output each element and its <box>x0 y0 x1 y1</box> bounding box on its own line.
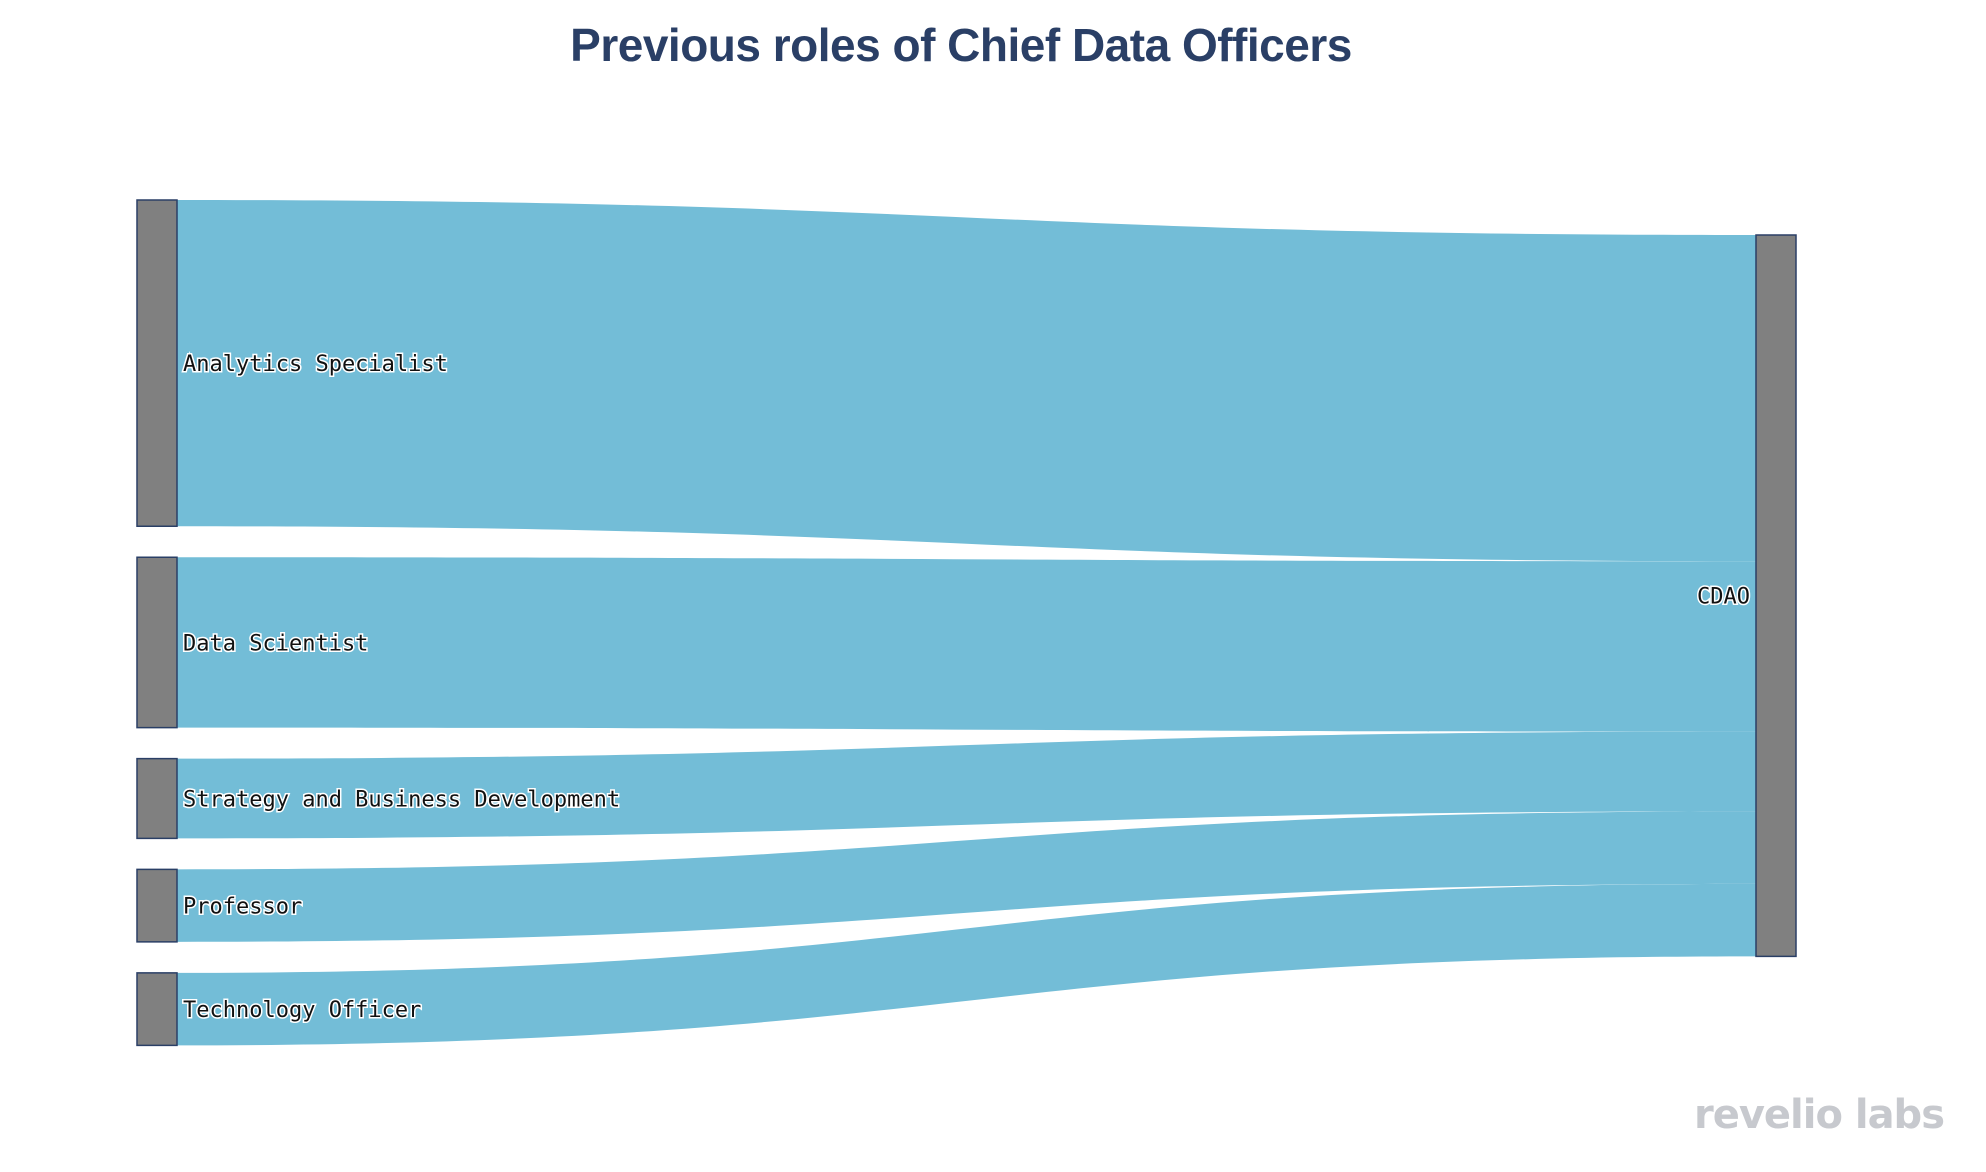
link-professor-to-cdao[interactable] <box>177 811 1756 942</box>
node-cdao[interactable] <box>1755 234 1797 958</box>
labels-layer: Analytics Specialist Data Scientist Strate… <box>182 351 1752 1025</box>
node-label-analytics-specialist: Analytics Specialist <box>183 352 448 377</box>
node-technology-officer[interactable] <box>136 972 178 1047</box>
revelio-labs-logo: revelio labs <box>1693 1092 1945 1138</box>
node-label-data-scientist: Data Scientist <box>183 631 368 656</box>
node-label-professor: Professor <box>183 895 302 920</box>
link-technology-officer-to-cdao[interactable] <box>177 883 1756 1046</box>
chart-title: Previous roles of Chief Data Officers <box>570 19 1352 71</box>
link-strategy-and-business-development-to-cdao[interactable] <box>177 731 1756 839</box>
node-analytics-specialist[interactable] <box>136 199 178 527</box>
node-data-scientist[interactable] <box>136 556 178 729</box>
node-label-technology-officer: Technology Officer <box>183 998 421 1023</box>
node-strategy-and-business-development[interactable] <box>136 757 178 840</box>
node-professor[interactable] <box>136 868 178 943</box>
links-layer <box>177 200 1756 1046</box>
nodes-layer <box>136 199 1797 1047</box>
node-label-strategy-and-business-development: Strategy and Business Development <box>183 788 620 813</box>
node-label-cdao: CDAO <box>1697 585 1750 610</box>
link-analytics-specialist-to-cdao[interactable] <box>177 200 1756 562</box>
link-data-scientist-to-cdao[interactable] <box>177 557 1756 732</box>
